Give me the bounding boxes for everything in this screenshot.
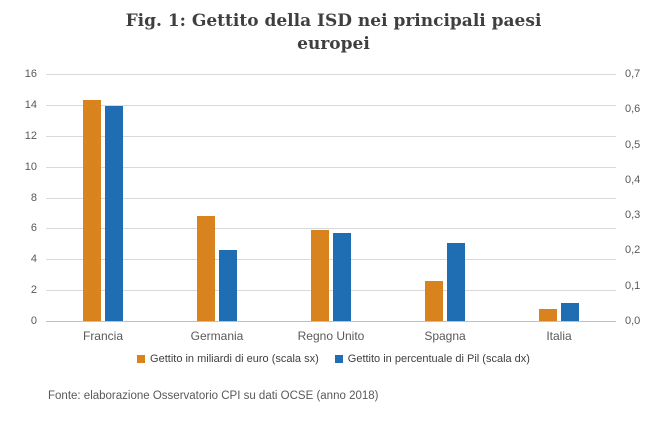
bar-group (160, 74, 274, 321)
left-axis-tick: 10 (24, 160, 37, 173)
left-axis-tick: 4 (30, 253, 37, 266)
bar-series-2 (105, 105, 123, 321)
bar-groups (46, 74, 616, 321)
legend-label: Gettito in miliardi di euro (scala sx) (150, 353, 319, 365)
legend-item: Gettito in miliardi di euro (scala sx) (137, 353, 319, 365)
category-label: Spagna (424, 329, 466, 343)
gridline (46, 259, 616, 261)
left-axis-tick: 16 (24, 68, 37, 80)
x-axis-line (46, 321, 616, 322)
legend-swatch-icon (334, 355, 343, 363)
bar-series-1 (83, 100, 101, 321)
right-axis-tick: 0,5 (625, 138, 641, 151)
left-axis-tick: 0 (30, 315, 37, 327)
bar-series-2 (219, 250, 237, 321)
bar-series-2 (447, 243, 465, 321)
right-axis-tick: 0,2 (625, 244, 641, 257)
legend-label: Gettito in percentuale di Pil (scala dx) (347, 353, 530, 365)
category-label: Regno Unito (297, 329, 365, 343)
right-axis-tick: 0,0 (625, 315, 641, 327)
legend: Gettito in miliardi di euro (scala sx) Ge… (0, 353, 667, 365)
gridline (46, 290, 616, 292)
legend-item: Gettito in percentuale di Pil (scala dx) (334, 353, 530, 365)
gridline (46, 197, 616, 199)
category-label: Francia (82, 329, 123, 343)
gridline (46, 104, 616, 106)
bar-group (388, 74, 502, 321)
bar-group (502, 74, 616, 321)
source-note: Fonte: elaborazione Osservatorio CPI su … (48, 390, 379, 402)
right-axis-tick: 0,1 (625, 279, 641, 292)
bar-group (46, 74, 160, 321)
bar-group (274, 74, 388, 321)
bar-series-2 (561, 303, 579, 321)
bar-series-1 (197, 216, 215, 321)
left-axis-tick: 2 (30, 284, 37, 297)
chart-title: Fig. 1: Gettito della ISD nei principali… (125, 11, 542, 54)
gridline (46, 228, 616, 230)
category-label: Italia (546, 329, 572, 343)
bar-series-1 (539, 308, 557, 321)
left-axis-tick: 8 (30, 191, 37, 204)
left-axis-tick: 12 (24, 129, 37, 142)
left-axis-tick: 6 (30, 222, 37, 235)
gridline (46, 135, 616, 137)
category-label: Germania (190, 329, 244, 343)
left-axis-tick: 14 (24, 98, 37, 111)
right-axis-tick: 0,4 (625, 173, 641, 186)
bar-series-2 (333, 232, 351, 321)
gridline (46, 74, 616, 75)
legend-swatch-icon (137, 355, 146, 363)
gridline (46, 166, 616, 168)
bar-series-1 (311, 229, 329, 321)
right-axis-tick: 0,3 (625, 209, 641, 222)
right-axis-tick: 0,7 (625, 68, 641, 80)
x-axis-labels: Francia Germania Regno Unito Spagna Italia (46, 329, 616, 343)
plot-area: 16 14 12 10 8 6 4 2 0 0,7 0,6 0,5 0,4 0,3 0,2 0,1 0,0 (25, 68, 641, 327)
bar-series-1 (425, 280, 443, 321)
right-axis-tick: 0,6 (625, 103, 641, 116)
